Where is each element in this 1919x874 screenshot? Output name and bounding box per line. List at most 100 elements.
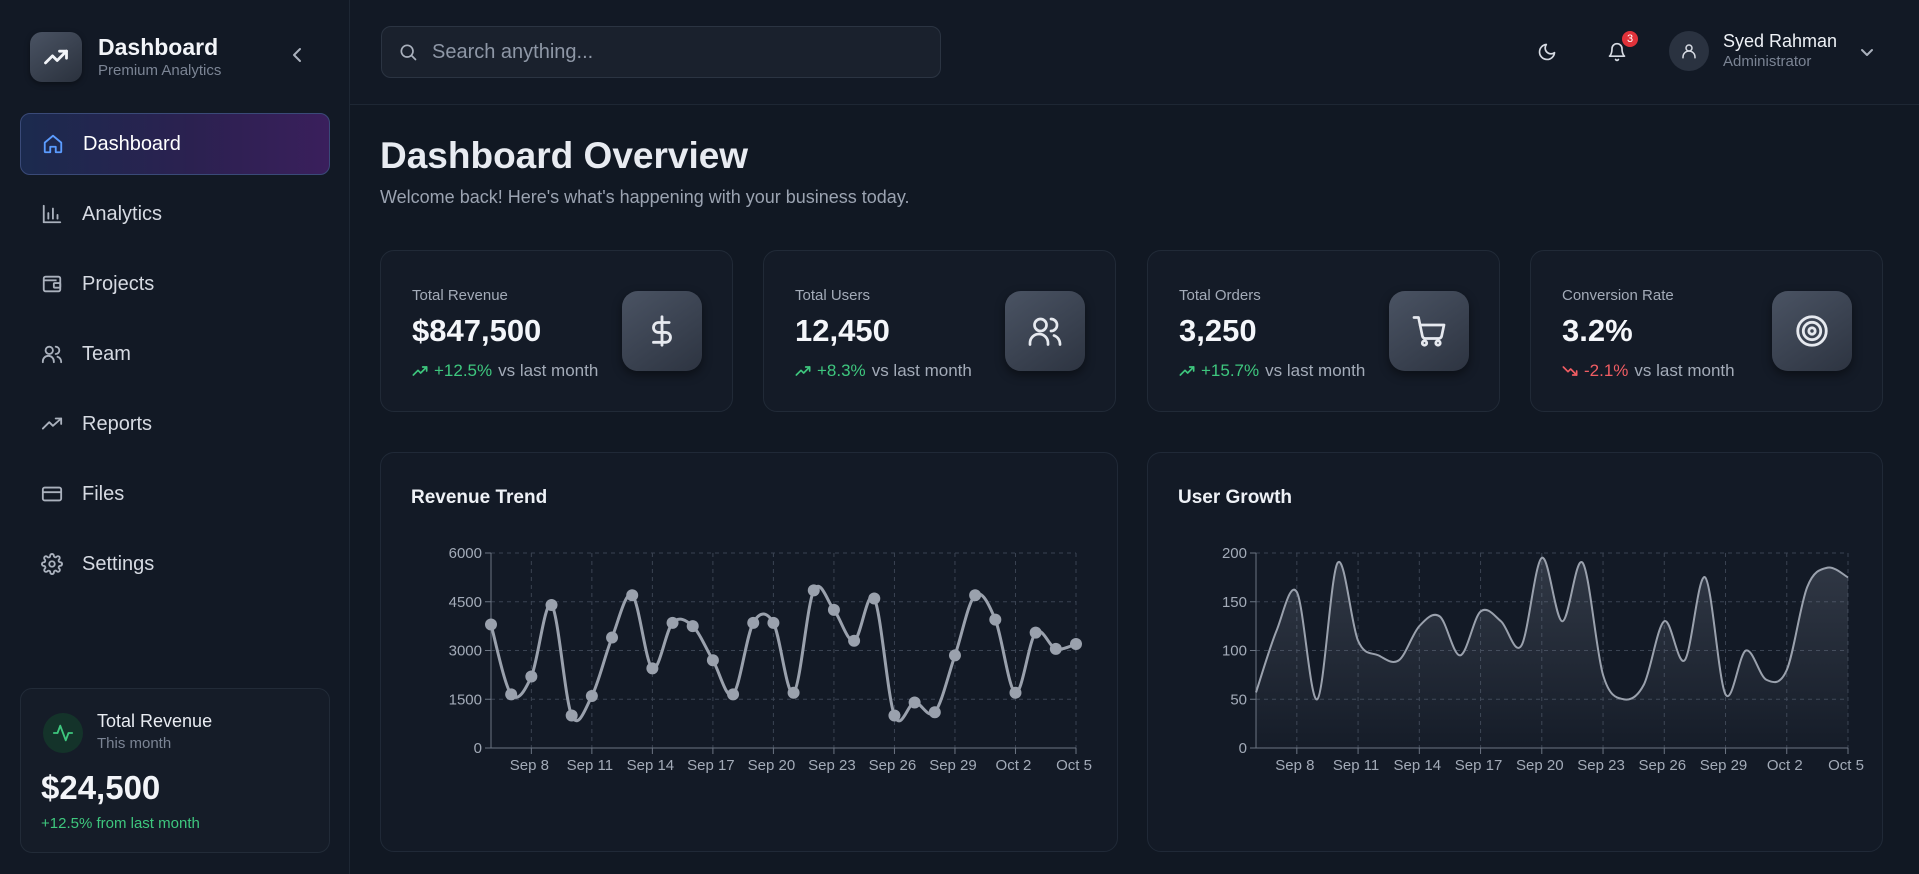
user-growth-card: User Growth 0 50 100 150 200 Sep 8 Sep 11 Sep 1… — [1147, 452, 1883, 852]
data-point — [948, 649, 961, 662]
sidebar-nav: Dashboard Analytics Projects Team Report… — [20, 113, 330, 603]
sidebar-card-title: Total Revenue — [97, 711, 213, 731]
data-point — [565, 709, 578, 722]
stat-change-percent: +15.7% — [1201, 361, 1260, 380]
x-tick-label: Sep 8 — [1275, 757, 1314, 774]
data-point — [606, 631, 619, 644]
sidebar-item-label: Team — [82, 342, 131, 365]
trend-up-icon — [1179, 366, 1195, 376]
sidebar-item-label: Dashboard — [83, 132, 181, 155]
sidebar-item-projects[interactable]: Projects — [20, 253, 330, 315]
theme-toggle-button[interactable] — [1533, 38, 1561, 66]
sidebar-item-files[interactable]: Files — [20, 463, 330, 525]
x-tick-label: Sep 29 — [1700, 757, 1748, 774]
data-point — [706, 654, 719, 667]
data-point — [1070, 638, 1082, 650]
cart-icon — [1389, 291, 1469, 371]
trending-up-icon — [40, 412, 64, 436]
data-point — [626, 589, 639, 602]
data-point — [1049, 642, 1062, 655]
y-tick-label: 4500 — [449, 594, 482, 611]
x-tick-label: Sep 26 — [1639, 757, 1687, 774]
x-tick-label: Oct 5 — [1056, 757, 1092, 774]
sidebar-item-reports[interactable]: Reports — [20, 393, 330, 455]
stat-change-suffix: vs last month — [871, 361, 972, 380]
data-point — [747, 616, 760, 629]
sidebar-item-label: Analytics — [82, 202, 163, 225]
data-point — [868, 592, 881, 605]
page-title: Dashboard Overview — [380, 135, 749, 176]
stat-card-revenue: Total Revenue $847,500 +12.5% vs last mo… — [380, 250, 733, 412]
stat-label: Total Users — [795, 287, 871, 304]
sidebar-revenue-card: Total Revenue This month $24,500 +12.5% … — [20, 688, 330, 853]
x-tick-label: Sep 17 — [1455, 757, 1503, 774]
data-point — [525, 670, 538, 683]
y-tick-label: 100 — [1222, 643, 1247, 660]
stat-change-suffix: vs last month — [498, 361, 599, 380]
x-tick-label: Sep 14 — [627, 757, 675, 774]
sidebar-item-label: Settings — [82, 552, 155, 575]
sidebar-card-value: $24,500 — [41, 769, 161, 806]
sidebar: Dashboard Premium Analytics Dashboard An… — [0, 0, 350, 874]
x-tick-label: Oct 5 — [1828, 757, 1864, 774]
brand-title: Dashboard — [98, 34, 219, 60]
y-tick-label: 150 — [1222, 594, 1247, 611]
data-point — [827, 603, 840, 616]
chart-title: Revenue Trend — [411, 487, 548, 508]
data-point — [888, 709, 901, 722]
collapse-sidebar-button[interactable] — [287, 44, 307, 66]
data-point — [545, 599, 558, 611]
stat-change-percent: -2.1% — [1584, 361, 1629, 380]
stat-value: 3,250 — [1179, 313, 1257, 348]
sidebar-item-dashboard[interactable]: Dashboard — [20, 113, 330, 175]
data-point — [646, 662, 659, 675]
search-input[interactable] — [432, 40, 912, 64]
sidebar-item-analytics[interactable]: Analytics — [20, 183, 330, 245]
stat-value: 12,450 — [795, 313, 890, 348]
sidebar-card-subtitle: This month — [97, 735, 172, 752]
x-tick-label: Oct 2 — [996, 757, 1032, 774]
data-point — [787, 686, 800, 699]
y-tick-label: 3000 — [449, 643, 482, 660]
sidebar-item-settings[interactable]: Settings — [20, 533, 330, 595]
x-tick-label: Sep 17 — [687, 757, 735, 774]
avatar — [1669, 31, 1709, 71]
sidebar-item-team[interactable]: Team — [20, 323, 330, 385]
stat-change: +15.7% vs last month — [1179, 361, 1365, 381]
trend-down-icon — [1562, 366, 1578, 376]
data-point — [928, 706, 941, 719]
data-point — [1029, 626, 1042, 639]
trending-up-logo-icon — [30, 32, 82, 82]
data-point — [1009, 686, 1022, 699]
trend-up-icon — [412, 366, 428, 376]
brand-subtitle: Premium Analytics — [98, 62, 222, 79]
stat-change-suffix: vs last month — [1265, 361, 1366, 380]
sidebar-item-label: Files — [82, 482, 125, 505]
search-box[interactable] — [381, 26, 941, 78]
chart-title: User Growth — [1178, 487, 1293, 508]
series-line — [489, 584, 1077, 723]
y-tick-label: 6000 — [449, 545, 482, 562]
y-tick-label: 0 — [1239, 740, 1247, 757]
y-tick-label: 200 — [1222, 545, 1247, 562]
home-icon — [41, 132, 65, 156]
brand: Dashboard Premium Analytics — [30, 32, 221, 82]
stat-change: +8.3% vs last month — [795, 361, 972, 381]
x-tick-label: Sep 11 — [1333, 757, 1379, 774]
sidebar-card-change: +12.5% from last month — [41, 815, 200, 832]
data-point — [485, 618, 497, 631]
x-tick-label: Sep 23 — [1577, 757, 1625, 774]
stat-label: Total Orders — [1179, 287, 1261, 304]
folder-icon — [40, 272, 64, 296]
credit-card-icon — [40, 482, 64, 506]
x-tick-label: Sep 14 — [1394, 757, 1442, 774]
x-tick-label: Sep 26 — [869, 757, 917, 774]
x-tick-label: Sep 23 — [808, 757, 856, 774]
user-menu[interactable]: Syed Rahman Administrator — [1669, 30, 1875, 72]
x-tick-label: Oct 2 — [1767, 757, 1803, 774]
notifications-button[interactable]: 3 — [1603, 31, 1638, 66]
data-point — [908, 696, 921, 709]
data-point — [727, 688, 740, 701]
data-point — [585, 690, 598, 702]
stat-change-suffix: vs last month — [1634, 361, 1735, 380]
